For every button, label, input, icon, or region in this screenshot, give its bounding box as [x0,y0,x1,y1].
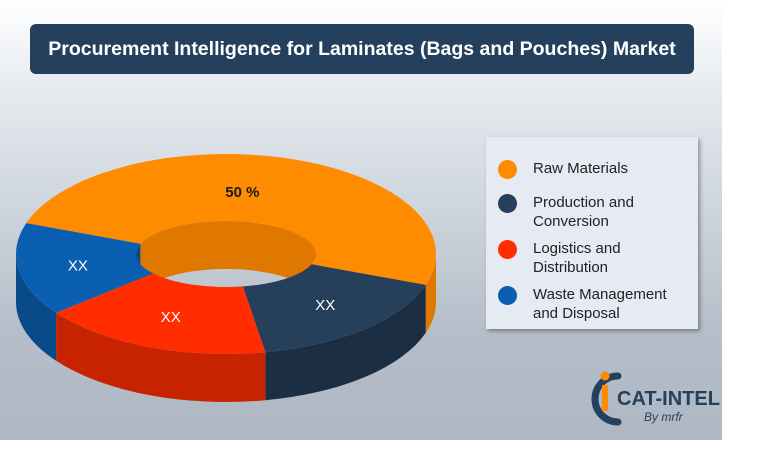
legend-label-waste: Waste Management and Disposal [533,286,667,322]
data-label: 50 % [225,184,259,201]
donut-outer-wall [265,284,426,401]
donut-slice [26,154,436,285]
legend-item-raw-materials: Raw Materials [498,159,628,179]
legend-label-production: Production and Conversion [533,194,634,230]
donut-outer-wall [56,312,266,402]
donut-slice [242,264,426,353]
data-label: XX [161,309,181,326]
donut-inner-wall [140,220,316,302]
donut-outer-wall [16,254,57,361]
donut-slice [56,273,266,355]
legend-swatch-waste [498,286,517,305]
legend: Raw Materials Production and Conversion … [486,137,698,329]
donut-outer-wall [425,254,436,333]
legend-swatch-raw-materials [498,160,517,179]
donut-hole [142,251,310,289]
title-banner: Procurement Intelligence for Laminates (… [30,24,694,74]
legend-item-waste: Waste Management and Disposal [498,285,667,323]
legend-item-logistics: Logistics and Distribution [498,239,621,277]
data-label: XX [315,297,335,314]
data-label: XX [68,257,88,274]
legend-swatch-logistics [498,240,517,259]
legend-item-production: Production and Conversion [498,193,634,231]
legend-swatch-production [498,194,517,213]
legend-label-logistics: Logistics and Distribution [533,240,621,276]
legend-label-raw-materials: Raw Materials [533,160,629,177]
donut-slice [15,223,154,313]
chart-title: Procurement Intelligence for Laminates (… [48,37,676,60]
